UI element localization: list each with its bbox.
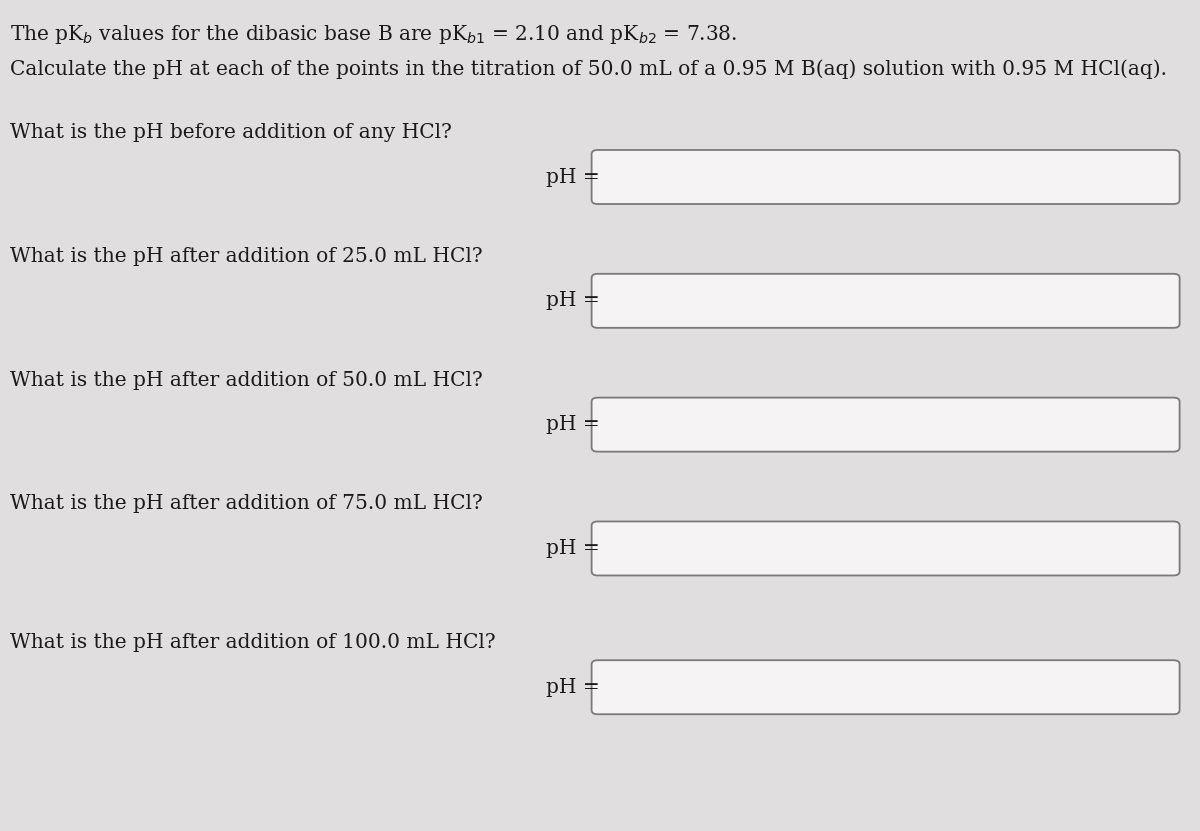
Text: What is the pH after addition of 25.0 mL HCl?: What is the pH after addition of 25.0 mL… — [10, 247, 482, 266]
Text: What is the pH before addition of any HCl?: What is the pH before addition of any HC… — [10, 123, 451, 142]
Text: pH =: pH = — [546, 168, 600, 186]
Text: Calculate the pH at each of the points in the titration of 50.0 mL of a 0.95 M B: Calculate the pH at each of the points i… — [10, 60, 1166, 80]
Text: What is the pH after addition of 75.0 mL HCl?: What is the pH after addition of 75.0 mL… — [10, 494, 482, 514]
Text: What is the pH after addition of 50.0 mL HCl?: What is the pH after addition of 50.0 mL… — [10, 371, 482, 390]
Text: pH =: pH = — [546, 292, 600, 310]
Text: What is the pH after addition of 100.0 mL HCl?: What is the pH after addition of 100.0 m… — [10, 633, 496, 652]
Text: pH =: pH = — [546, 678, 600, 696]
Text: pH =: pH = — [546, 416, 600, 434]
Text: pH =: pH = — [546, 539, 600, 558]
Text: The pK$_{b}$ values for the dibasic base B are pK$_{b1}$ = 2.10 and pK$_{b2}$ = : The pK$_{b}$ values for the dibasic base… — [10, 23, 737, 47]
